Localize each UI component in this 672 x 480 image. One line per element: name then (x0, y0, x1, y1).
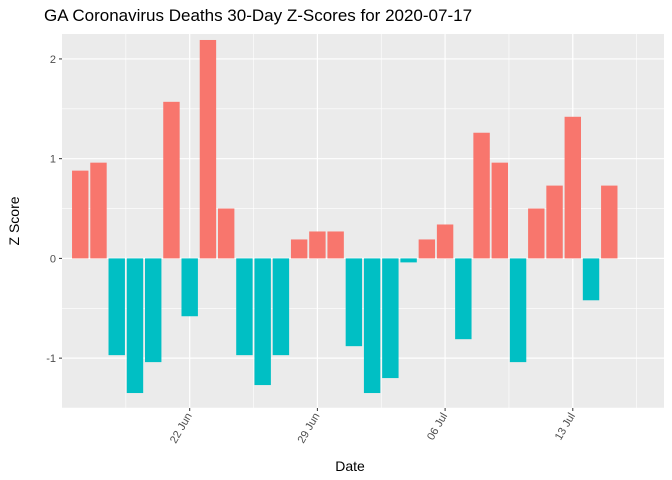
bar (564, 116, 581, 259)
bar (327, 231, 344, 259)
bar (418, 239, 436, 259)
plot-panel (62, 34, 664, 408)
bar (290, 239, 308, 259)
bar (108, 258, 125, 356)
x-tick-label: 13 Jul (553, 411, 578, 442)
y-axis-title: Z Score (6, 196, 22, 245)
y-axis: -1 0 1 2 (46, 54, 62, 365)
bar (546, 185, 563, 259)
bar (236, 258, 253, 356)
bar (126, 258, 144, 394)
bar (509, 258, 527, 363)
bar (491, 162, 509, 259)
x-tick-label: 22 Jun (168, 411, 195, 446)
minor-gridlines (62, 34, 664, 409)
x-tick-label: 29 Jun (296, 411, 323, 446)
bar (272, 258, 290, 356)
bar (72, 170, 89, 259)
x-axis: 22 Jun 29 Jun 06 Jul 13 Jul (168, 408, 578, 446)
bar (436, 224, 454, 259)
bar (217, 208, 235, 259)
y-tick-label: 2 (50, 54, 56, 66)
x-tick-label: 06 Jul (425, 411, 450, 442)
bar (163, 101, 180, 259)
y-tick-label: 0 (50, 253, 56, 265)
bar (400, 258, 417, 263)
chart-title: GA Coronavirus Deaths 30-Day Z-Scores fo… (44, 6, 473, 25)
y-tick-label: -1 (46, 353, 56, 365)
y-tick-label: 1 (50, 154, 56, 166)
x-axis-title: Date (335, 458, 365, 474)
bar (473, 132, 490, 259)
bar (345, 258, 363, 347)
bar (145, 258, 162, 363)
bar (199, 39, 217, 259)
bars-group (72, 39, 618, 394)
bar (309, 231, 326, 259)
bar (90, 162, 107, 259)
bar (363, 258, 381, 394)
bar (601, 185, 618, 259)
bar (254, 258, 271, 386)
bar (582, 258, 600, 301)
bar (181, 258, 198, 317)
bar (528, 208, 545, 259)
bar (455, 258, 472, 340)
bar (382, 258, 399, 379)
major-gridlines (62, 34, 664, 408)
